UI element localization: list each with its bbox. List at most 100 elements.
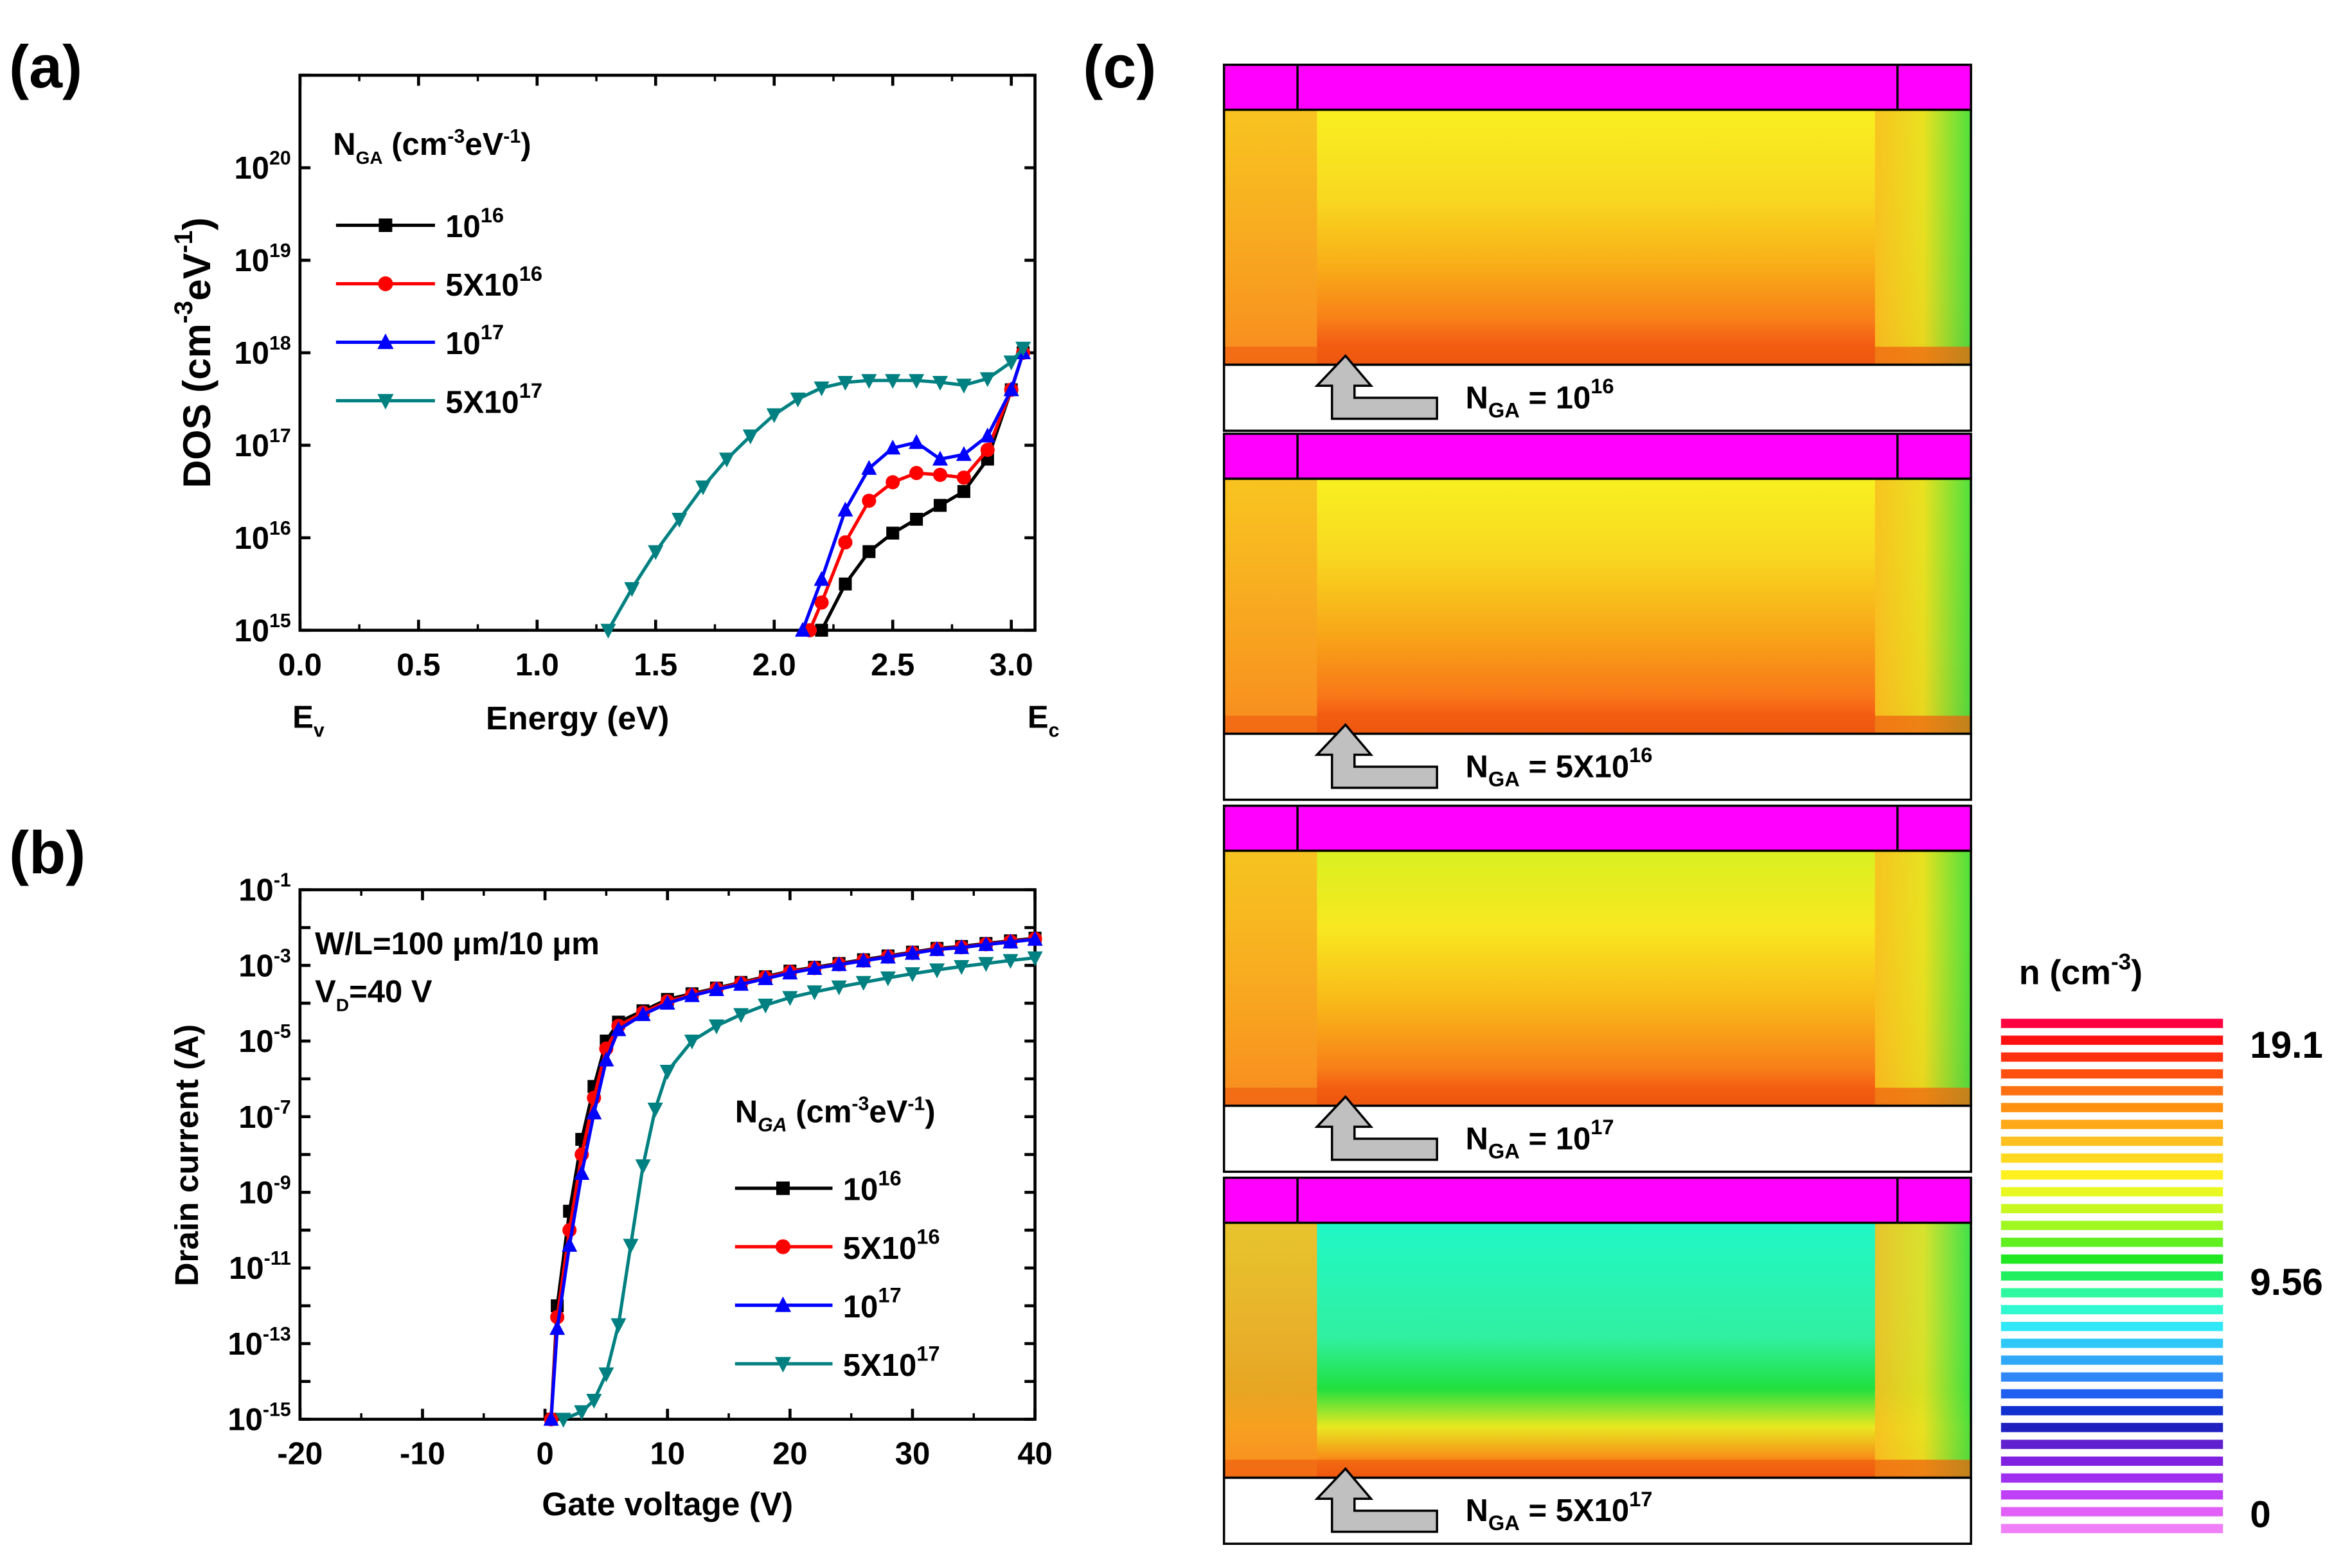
legend-marker xyxy=(776,1181,790,1195)
data-point xyxy=(839,577,852,591)
data-point xyxy=(610,1318,627,1333)
tick-exponent: 17 xyxy=(269,425,291,447)
text-part: = xyxy=(1520,1121,1556,1156)
data-point xyxy=(909,434,925,449)
text-part: N xyxy=(735,1094,758,1129)
data-point xyxy=(815,623,828,637)
data-point xyxy=(758,999,774,1014)
text-part: ) xyxy=(521,127,531,162)
text-part: -1 xyxy=(503,126,521,147)
colorbar-band xyxy=(2000,1490,2223,1500)
legend-entry: 1017 xyxy=(445,320,504,361)
label-part: -3 xyxy=(170,301,198,323)
text-part: 5X10 xyxy=(843,1348,916,1383)
data-point xyxy=(766,408,782,423)
text-part: GA xyxy=(1488,1511,1520,1535)
data-point xyxy=(837,501,853,517)
x-axis-label: Gate voltage (V) xyxy=(542,1486,793,1522)
data-point xyxy=(831,980,847,995)
data-point xyxy=(623,1238,639,1254)
colorbar-band xyxy=(2000,1254,2223,1264)
legend-entry: 1016 xyxy=(843,1166,902,1207)
y-axis-label: DOS (cm-3eV-1) xyxy=(170,217,218,488)
data-point xyxy=(562,1236,578,1252)
colorbar-band xyxy=(2000,1355,2223,1365)
data-point xyxy=(543,1411,559,1426)
text-part: = xyxy=(1520,749,1556,784)
text-part: 16 xyxy=(519,262,542,285)
colorbar-tick: 19.1 xyxy=(2250,1024,2323,1066)
tick-base: 10 xyxy=(238,1176,274,1211)
colorbar-band xyxy=(2000,1507,2223,1517)
data-point xyxy=(814,571,830,586)
colorbar-band xyxy=(2000,1288,2223,1297)
series-2 xyxy=(794,344,1031,637)
text-part: = xyxy=(1520,1493,1556,1528)
source-region xyxy=(1224,1222,1317,1478)
legend-marker xyxy=(774,1296,792,1312)
legend-marker xyxy=(775,1239,790,1254)
colorbar-band xyxy=(2000,1119,2223,1129)
x-tick-label: 2.0 xyxy=(753,648,796,682)
y-tick-label: 10-15 xyxy=(227,1399,291,1438)
map-label: NGA = 1016 xyxy=(1465,374,1614,422)
data-point xyxy=(978,936,994,951)
legend-marker xyxy=(379,218,393,233)
label-part: -1 xyxy=(170,231,198,253)
text-part: ) xyxy=(2131,954,2143,992)
colorbar-band xyxy=(2000,1187,2223,1197)
tick-base: 10 xyxy=(238,1100,274,1135)
data-point xyxy=(733,1008,749,1023)
drain-region xyxy=(1875,850,1972,1106)
colorbar-tick: 0 xyxy=(2250,1494,2270,1536)
text-part: GA xyxy=(1488,1139,1520,1163)
data-point xyxy=(684,1034,700,1050)
annotation-drain-voltage: VD=40 V xyxy=(315,975,432,1015)
density-map xyxy=(1224,109,1972,365)
colorbar-band xyxy=(2000,1220,2223,1231)
data-point xyxy=(929,941,945,956)
x-tick-label: 2.5 xyxy=(871,648,914,682)
series-line xyxy=(549,938,1035,1420)
series-3 xyxy=(555,951,1043,1428)
data-point xyxy=(635,1006,651,1021)
arrow-icon xyxy=(1314,353,1438,420)
text-part: 5X10 xyxy=(843,1231,916,1266)
data-point xyxy=(647,1102,663,1118)
text-part: GA xyxy=(356,148,383,168)
map-label: NGA = 5X1017 xyxy=(1465,1487,1652,1535)
data-point xyxy=(733,976,749,991)
data-point xyxy=(861,374,877,389)
colorbar-band xyxy=(2000,1019,2223,1028)
arrow-icon xyxy=(1314,1466,1438,1533)
arrow-icon xyxy=(1314,723,1438,789)
tick-exponent: 15 xyxy=(269,610,291,632)
data-point xyxy=(555,1412,571,1428)
x-tick-label: 0.0 xyxy=(278,648,322,682)
colorbar-band xyxy=(2000,1103,2223,1112)
data-point xyxy=(648,545,664,560)
text-part: V xyxy=(315,975,336,1010)
x-tick-label: 40 xyxy=(1017,1437,1053,1472)
data-point xyxy=(932,450,949,466)
y-tick-label: 10-11 xyxy=(229,1247,291,1286)
data-point xyxy=(855,952,871,968)
text-part: 16 xyxy=(481,203,504,227)
tick-exponent: -3 xyxy=(274,945,291,967)
text-part: E xyxy=(292,700,314,735)
data-point xyxy=(838,535,853,550)
data-point xyxy=(672,512,688,528)
colorbar-band xyxy=(2000,1153,2223,1163)
tick-exponent: -11 xyxy=(264,1247,291,1269)
label-part: eV xyxy=(175,253,218,301)
data-point xyxy=(598,1367,614,1382)
tick-exponent: -13 xyxy=(263,1323,291,1345)
data-point xyxy=(978,957,994,972)
data-point xyxy=(886,526,900,540)
text-part: 10 xyxy=(445,326,481,361)
channel-edge xyxy=(1224,1087,1972,1106)
gate-bar xyxy=(1222,64,1972,111)
text-part: GA xyxy=(1488,398,1520,422)
